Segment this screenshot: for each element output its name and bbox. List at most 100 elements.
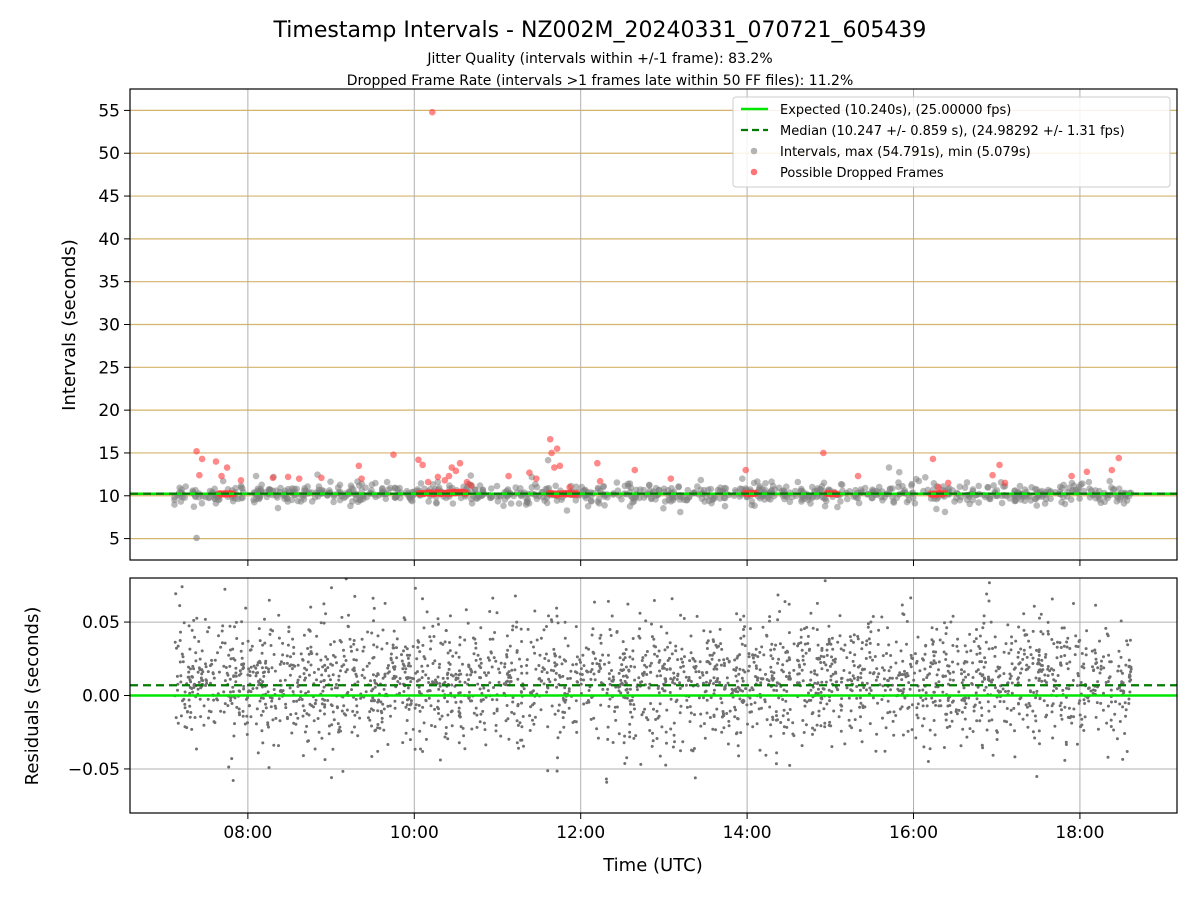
residual-point — [221, 641, 224, 644]
residual-point — [592, 651, 595, 654]
residual-point — [231, 686, 234, 689]
interval-point — [254, 485, 261, 492]
residual-point — [609, 628, 612, 631]
residual-point — [213, 677, 216, 680]
residual-point — [866, 682, 869, 685]
residual-point — [633, 708, 636, 711]
residual-point — [744, 644, 747, 647]
residual-point — [742, 615, 745, 618]
residual-point — [964, 718, 967, 721]
bottom-reference-lines — [130, 685, 1177, 695]
residual-point — [330, 586, 333, 589]
residual-point — [1023, 629, 1026, 632]
residual-point — [571, 663, 574, 666]
residual-point — [324, 758, 327, 761]
residual-point — [475, 659, 478, 662]
residual-point — [332, 711, 335, 714]
residual-point — [262, 710, 265, 713]
residual-point — [439, 685, 442, 688]
residual-point — [286, 717, 289, 720]
residual-point — [477, 654, 480, 657]
residual-point — [1038, 742, 1041, 745]
interval-point — [359, 487, 366, 494]
residual-point — [951, 644, 954, 647]
residual-point — [782, 732, 785, 735]
residual-point — [820, 681, 823, 684]
top-ytick-label-15: 15 — [98, 444, 120, 464]
residual-point — [216, 651, 219, 654]
residual-point — [609, 698, 612, 701]
residual-point — [259, 700, 262, 703]
residual-point — [454, 701, 457, 704]
residual-point — [278, 637, 281, 640]
residual-point — [976, 697, 979, 700]
residual-point — [313, 719, 316, 722]
residual-point — [993, 705, 996, 708]
residual-point — [194, 716, 197, 719]
residual-point — [828, 689, 831, 692]
residual-point — [341, 770, 344, 773]
residual-point — [671, 652, 674, 655]
residual-point — [433, 635, 436, 638]
residual-point — [488, 659, 491, 662]
dropped-frame-point — [199, 456, 206, 463]
residual-point — [1023, 653, 1026, 656]
residual-point — [899, 673, 902, 676]
residual-point — [967, 697, 970, 700]
residual-point — [960, 744, 963, 747]
residual-point — [816, 724, 819, 727]
residual-point — [825, 681, 828, 684]
residual-point — [742, 669, 745, 672]
residual-point — [204, 618, 207, 621]
residual-point — [1047, 674, 1050, 677]
residual-point — [516, 719, 519, 722]
residual-point — [612, 678, 615, 681]
residual-point — [250, 690, 253, 693]
residual-point — [736, 680, 739, 683]
residual-point — [279, 663, 282, 666]
residual-point — [1068, 707, 1071, 710]
residual-point — [869, 642, 872, 645]
residual-point — [576, 680, 579, 683]
bottom-ylabel: Residuals (seconds) — [22, 607, 43, 786]
residual-point — [801, 649, 804, 652]
residual-point — [1110, 719, 1113, 722]
residual-point — [405, 676, 408, 679]
residual-point — [1056, 641, 1059, 644]
residual-point — [238, 674, 241, 677]
residual-point — [558, 656, 561, 659]
residual-point — [720, 701, 723, 704]
residual-point — [383, 675, 386, 678]
residual-point — [197, 688, 200, 691]
residual-point — [260, 729, 263, 732]
residual-point — [1102, 666, 1105, 669]
residual-point — [791, 721, 794, 724]
residual-point — [289, 687, 292, 690]
residual-point — [513, 668, 516, 671]
residual-point — [479, 688, 482, 691]
residual-point — [534, 716, 537, 719]
residual-point — [754, 701, 757, 704]
residual-point — [726, 657, 729, 660]
residual-point — [475, 707, 478, 710]
residual-point — [444, 736, 447, 739]
min-interval-point — [193, 535, 200, 542]
residual-point — [1057, 674, 1060, 677]
residual-point — [945, 632, 948, 635]
residual-point — [517, 747, 520, 750]
residual-point — [351, 710, 354, 713]
residual-point — [738, 697, 741, 700]
residual-point — [828, 721, 831, 724]
residual-point — [713, 676, 716, 679]
interval-point — [604, 494, 611, 501]
residual-point — [1096, 680, 1099, 683]
residual-point — [1051, 737, 1054, 740]
residual-point — [432, 662, 435, 665]
residual-point — [589, 670, 592, 673]
interval-point — [1058, 499, 1065, 506]
residual-point — [731, 691, 734, 694]
residual-point — [530, 641, 533, 644]
residual-point — [516, 678, 519, 681]
residual-point — [189, 711, 192, 714]
residual-point — [517, 724, 520, 727]
